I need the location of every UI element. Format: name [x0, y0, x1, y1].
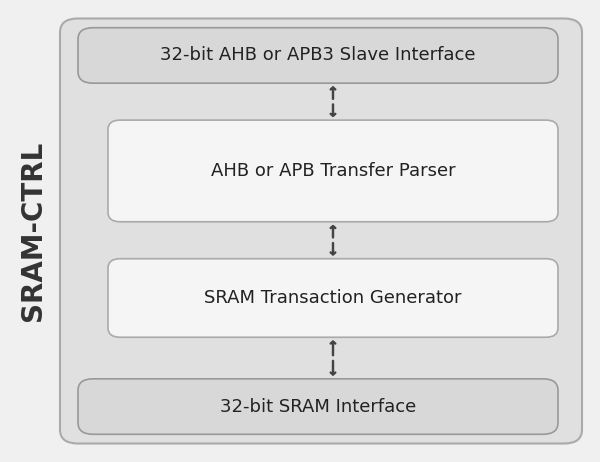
- Text: AHB or APB Transfer Parser: AHB or APB Transfer Parser: [211, 162, 455, 180]
- FancyBboxPatch shape: [78, 379, 558, 434]
- FancyBboxPatch shape: [78, 28, 558, 83]
- Text: SRAM-CTRL: SRAM-CTRL: [19, 141, 47, 321]
- Text: 32-bit AHB or APB3 Slave Interface: 32-bit AHB or APB3 Slave Interface: [160, 47, 476, 64]
- FancyBboxPatch shape: [60, 18, 582, 444]
- Text: SRAM Transaction Generator: SRAM Transaction Generator: [204, 289, 462, 307]
- FancyBboxPatch shape: [108, 259, 558, 337]
- FancyBboxPatch shape: [108, 120, 558, 222]
- Text: 32-bit SRAM Interface: 32-bit SRAM Interface: [220, 398, 416, 415]
